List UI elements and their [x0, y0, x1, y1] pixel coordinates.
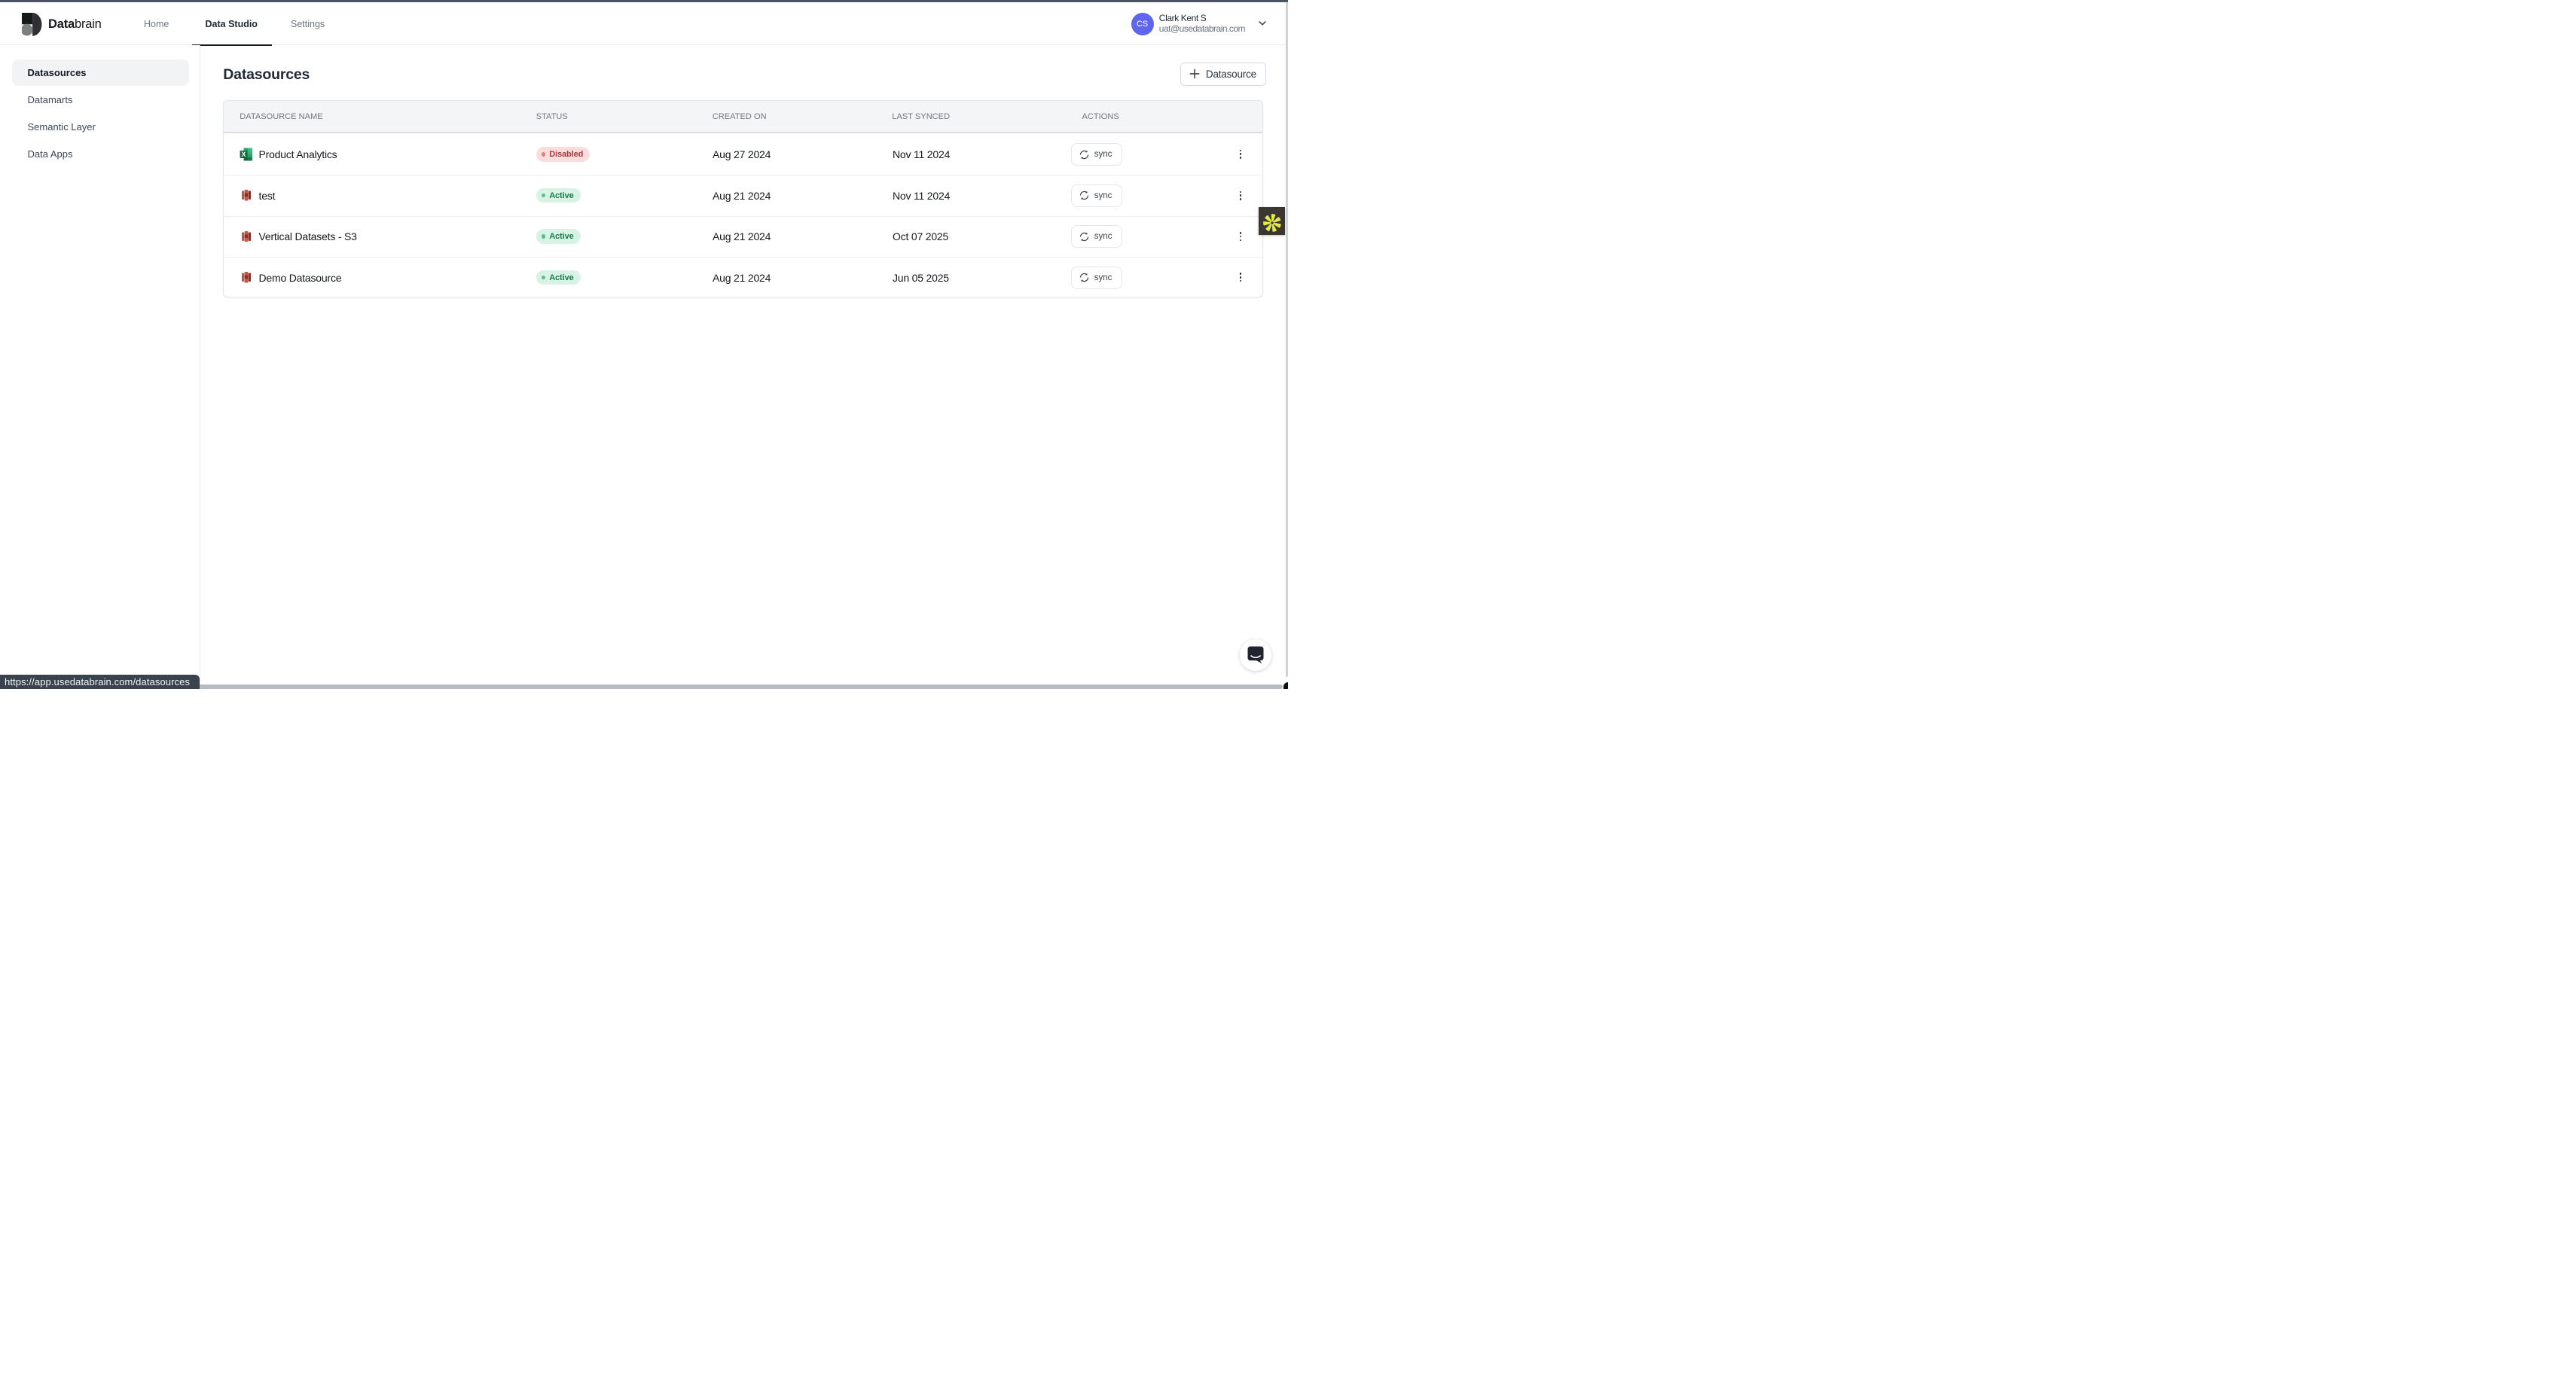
svg-text:X: X: [241, 151, 246, 158]
